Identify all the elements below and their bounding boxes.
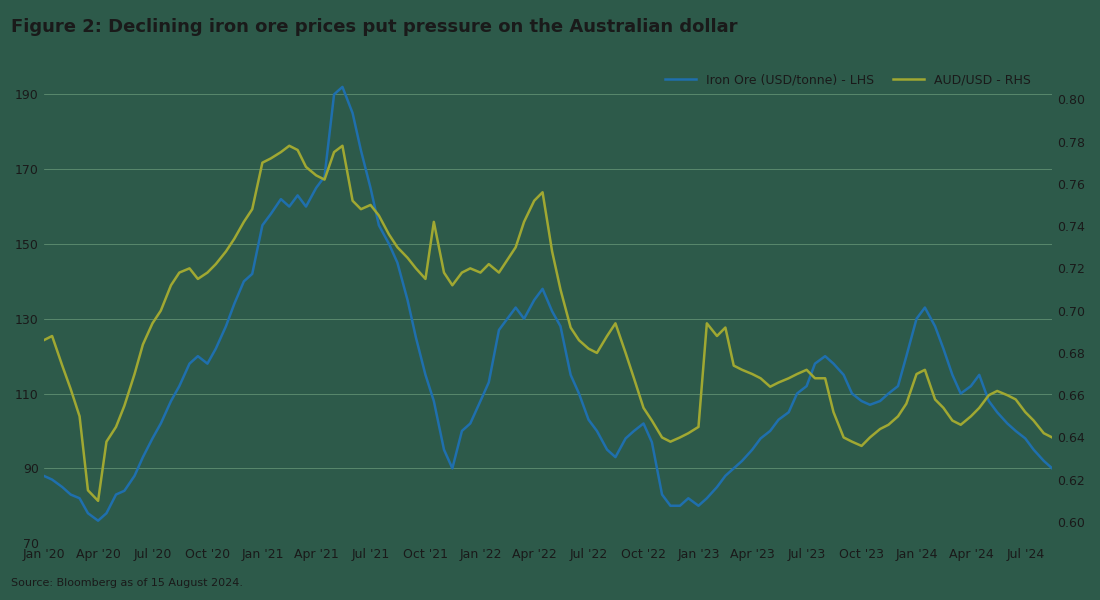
Legend: Iron Ore (USD/tonne) - LHS, AUD/USD - RHS: Iron Ore (USD/tonne) - LHS, AUD/USD - RH…	[660, 68, 1036, 91]
Text: Figure 2: Declining iron ore prices put pressure on the Australian dollar: Figure 2: Declining iron ore prices put …	[11, 18, 737, 36]
Line: Iron Ore (USD/tonne) - LHS: Iron Ore (USD/tonne) - LHS	[44, 87, 1052, 521]
Line: AUD/USD - RHS: AUD/USD - RHS	[44, 146, 1052, 501]
Text: Source: Bloomberg as of 15 August 2024.: Source: Bloomberg as of 15 August 2024.	[11, 578, 243, 588]
